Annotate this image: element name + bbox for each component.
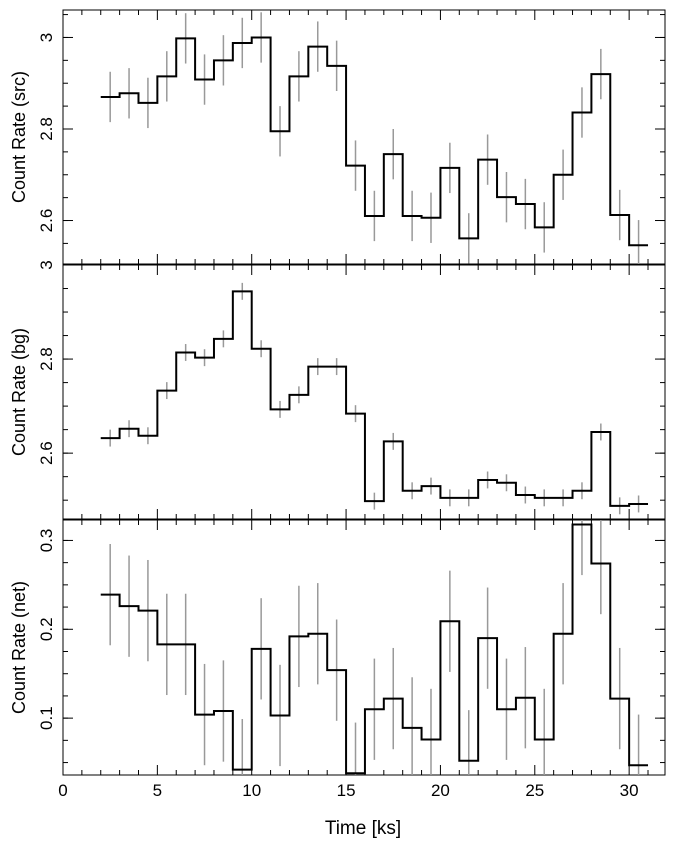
panel-1: 2.6 2.8 3 Count Rate (src) bbox=[9, 9, 666, 265]
panel-plot-area bbox=[100, 282, 649, 515]
panel-frame bbox=[62, 9, 666, 265]
x-axis-label: Time [ks] bbox=[325, 818, 401, 839]
rate-step-line bbox=[100, 36, 649, 247]
x-axis: Time [ks] 0 5 10 15 20 25 30 bbox=[58, 781, 638, 839]
panel-3: 0.1 0.2 0.3 Count Rate (net) bbox=[9, 519, 666, 776]
x-tick-label: 5 bbox=[153, 781, 162, 800]
panel-plot-area bbox=[100, 12, 649, 264]
y-tick-label: 3 bbox=[37, 260, 56, 269]
y-axis-label: Count Rate (net) bbox=[9, 581, 29, 714]
y-tick-label: 2.6 bbox=[37, 209, 56, 233]
x-tick-label: 0 bbox=[58, 781, 67, 800]
y-tick-label: 2.8 bbox=[37, 117, 56, 141]
rate-step-line bbox=[100, 290, 649, 507]
panels-layer: 2.6 2.8 3 Count Rate (src) 2.6 2.8 3 Count Rate… bbox=[9, 9, 666, 776]
y-tick-label: 2.8 bbox=[37, 347, 56, 371]
panel-plot-area bbox=[100, 520, 649, 775]
y-tick-label: 0.1 bbox=[37, 706, 56, 730]
y-tick-label: 0.3 bbox=[37, 529, 56, 553]
x-tick-label: 30 bbox=[620, 781, 639, 800]
rate-step-line bbox=[100, 523, 649, 775]
panel-2: 2.6 2.8 3 Count Rate (bg) bbox=[9, 260, 666, 520]
panel-frame bbox=[62, 519, 666, 776]
x-tick-label: 10 bbox=[242, 781, 261, 800]
y-tick-label: 3 bbox=[37, 33, 56, 42]
y-tick-label: 0.2 bbox=[37, 617, 56, 641]
y-tick-label: 2.6 bbox=[37, 441, 56, 465]
x-tick-label: 25 bbox=[525, 781, 544, 800]
panel-frame bbox=[62, 264, 666, 520]
y-axis-label: Count Rate (src) bbox=[9, 71, 29, 203]
x-tick-label: 20 bbox=[431, 781, 450, 800]
x-tick-label: 15 bbox=[337, 781, 356, 800]
y-axis-label: Count Rate (bg) bbox=[9, 328, 29, 456]
